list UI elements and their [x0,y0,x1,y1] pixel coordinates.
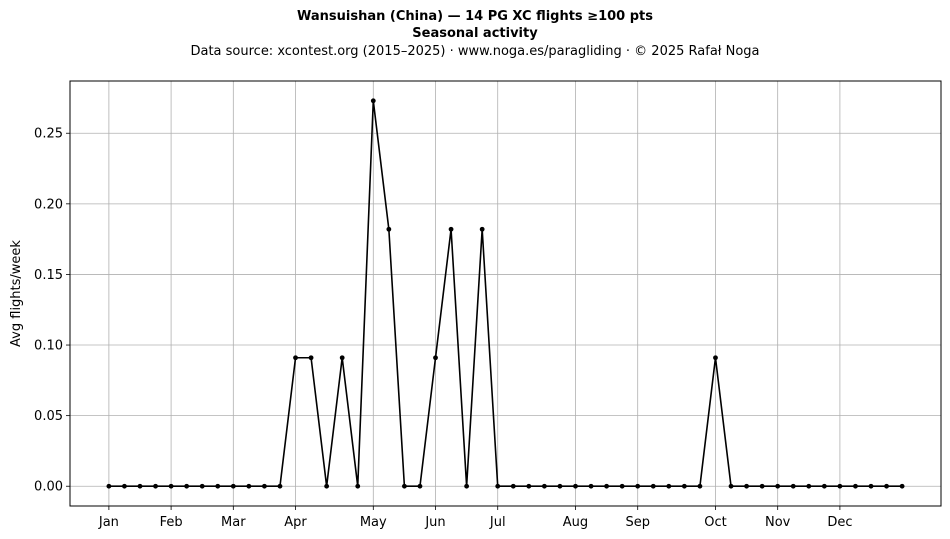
data-point [635,483,641,489]
data-point [541,483,547,489]
data-point [464,483,470,489]
series-line [108,99,903,488]
data-point [230,483,236,489]
data-point [604,483,609,489]
y-tick-label: 0.20 [34,197,63,212]
data-point [837,483,843,489]
plot-frame [69,80,942,507]
data-point [759,483,765,489]
y-tick-label: 0.25 [34,127,63,142]
data-point [355,483,361,489]
data-point [526,483,532,489]
y-axis-label: Avg flights/week [9,240,24,347]
data-point [215,483,221,489]
x-tick-label: Oct [704,515,726,530]
data-point [137,483,143,489]
series-line-group [106,98,905,489]
y-tick-label: 0.15 [34,268,63,283]
x-tick-label: Mar [221,515,246,530]
data-point [697,483,703,489]
data-point [806,483,812,489]
data-source-caption: Data source: xcontest.org (2015–2025) · … [190,44,760,59]
chart-title: Wansuishan (China) — 14 PG XC flights ≥1… [296,9,654,24]
data-point [588,483,594,489]
data-point [153,483,158,489]
data-point [728,483,734,489]
axis-ticks: Jan Feb Mar Apr May Jun Jul Aug Sep Oct Nov Dec 0.00… [34,127,852,530]
data-point [199,483,205,489]
data-point [184,483,190,489]
data-point [324,483,330,489]
x-tick-label: Jul [489,515,506,530]
data-point [775,483,781,489]
data-point [277,483,283,489]
data-point [417,483,423,489]
data-point [557,483,563,489]
data-point [821,483,827,489]
data-point [681,483,687,489]
data-point [868,483,874,489]
x-tick-label: Aug [563,515,588,530]
data-point [899,483,905,489]
x-tick-label: May [360,515,387,530]
data-point [884,483,889,489]
data-point [402,483,407,489]
data-point [448,226,454,232]
data-point [370,98,376,104]
grid [70,81,941,506]
x-tick-label: Apr [284,515,307,530]
data-point [479,226,485,232]
data-point [308,355,314,361]
x-tick-label: Jan [98,515,119,530]
data-point [293,355,298,361]
data-point [510,483,516,489]
data-point [106,483,112,489]
data-point [573,483,578,489]
data-point [122,483,127,489]
data-point [853,483,858,489]
x-tick-label: Feb [160,515,183,530]
data-point [619,483,625,489]
data-point [339,355,345,361]
data-point [433,355,438,361]
y-tick-label: 0.10 [34,339,63,354]
x-tick-label: Dec [827,515,852,530]
data-point [262,483,267,489]
x-tick-label: Jun [424,515,445,530]
y-tick-label: 0.00 [34,480,63,495]
data-point [495,483,501,489]
data-point [790,483,796,489]
data-point [666,483,672,489]
data-point [650,483,656,489]
data-point [744,483,749,489]
data-point [713,355,718,361]
y-tick-label: 0.05 [34,409,63,424]
chart-subtitle: Seasonal activity [412,26,538,41]
x-tick-label: Nov [765,515,791,530]
data-point [246,483,252,489]
data-point [386,226,392,232]
data-point [168,483,174,489]
x-tick-label: Sep [625,515,650,530]
